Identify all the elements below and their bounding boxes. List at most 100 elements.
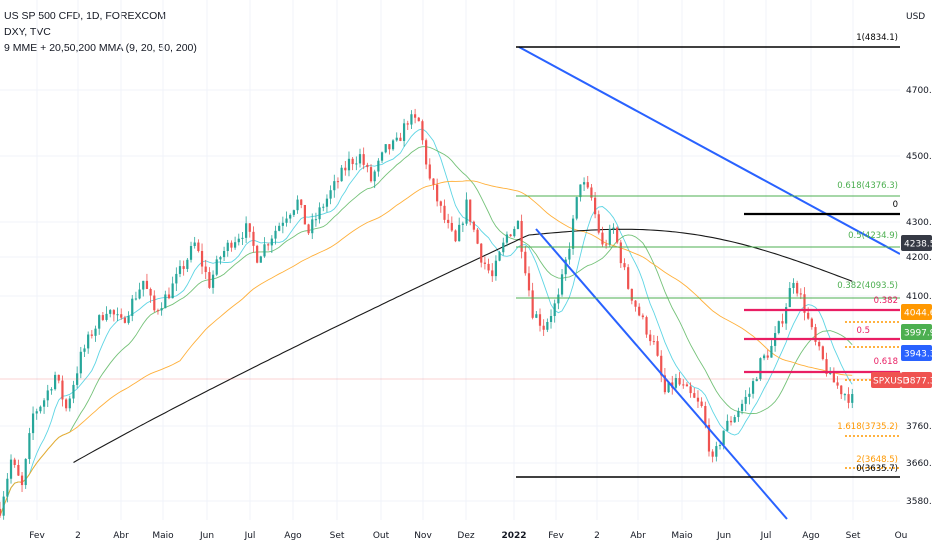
- candle-body: [267, 244, 270, 246]
- candle-body: [200, 251, 204, 267]
- candle-body: [682, 384, 685, 386]
- lower-trendline: [535, 228, 788, 520]
- x-tick-label: Ago: [284, 531, 302, 541]
- x-tick-label: Dez: [457, 531, 474, 541]
- candle-body: [465, 199, 468, 224]
- candle-body: [83, 348, 86, 352]
- candle-body: [818, 341, 821, 347]
- fib-level-label: 2(3648.5): [856, 455, 898, 465]
- candle-body: [72, 384, 75, 399]
- candle-body: [766, 355, 769, 358]
- candle-body: [98, 315, 101, 329]
- candle-body: [718, 445, 722, 447]
- candle-body: [571, 218, 575, 249]
- symbol-tag: [871, 372, 901, 388]
- candle-body: [744, 396, 747, 404]
- x-tick-label: Ago: [802, 531, 820, 541]
- candle-body: [527, 273, 531, 291]
- candle-body: [292, 210, 295, 215]
- candle-body: [248, 223, 251, 232]
- candle-body: [237, 238, 240, 243]
- candle-body: [259, 256, 262, 263]
- candle-body: [142, 280, 145, 290]
- candle-body: [116, 314, 119, 316]
- candle-body: [373, 171, 376, 182]
- candle-body: [123, 317, 126, 323]
- fib-level-label: 0.382(4093.5): [837, 281, 898, 291]
- candle-body: [645, 317, 648, 335]
- candle-body: [796, 282, 799, 294]
- price-tags: 4238.5 4044.6 3997.9 3943.3 3877.3SPXUSD: [871, 235, 932, 388]
- candle-body: [729, 420, 733, 423]
- candle-body: [803, 294, 806, 313]
- candle-body: [480, 243, 483, 263]
- candle-body: [715, 446, 718, 457]
- candle-body: [171, 283, 174, 299]
- candle-body: [634, 300, 637, 307]
- candle-body: [799, 293, 802, 295]
- candle-body: [627, 267, 630, 289]
- candle-body: [825, 359, 828, 375]
- fib-level-label: 1(4834.1): [856, 33, 898, 43]
- candle-body: [204, 266, 207, 273]
- x-tick-label: Abr: [630, 531, 646, 541]
- candle-body: [601, 232, 604, 245]
- candle-body: [513, 228, 516, 237]
- candle-body: [278, 225, 281, 231]
- candle-body: [256, 245, 259, 263]
- candle-body: [807, 312, 810, 319]
- candle-body: [402, 123, 406, 141]
- candle-body: [660, 355, 663, 376]
- candle-body: [90, 334, 93, 336]
- candle-body: [289, 214, 292, 219]
- candle-body: [384, 144, 387, 153]
- candle-body: [582, 182, 586, 185]
- fib-level-label: 0.618: [874, 357, 898, 367]
- y-tick-label: 3760.0: [906, 422, 932, 432]
- candle-body: [120, 314, 123, 318]
- candle-body: [222, 251, 226, 258]
- candle-body: [211, 274, 215, 288]
- candle-body: [641, 315, 644, 318]
- candle-body: [193, 242, 196, 247]
- candle-body: [24, 459, 27, 486]
- candle-body: [498, 252, 501, 261]
- candle-body: [197, 242, 200, 252]
- candle-body: [652, 341, 655, 343]
- ma-50-line: [0, 180, 853, 516]
- candle-body: [414, 114, 417, 118]
- candle-body: [68, 398, 71, 409]
- x-tick-label: Fev: [548, 531, 564, 541]
- candle-body: [13, 459, 16, 465]
- candle-body: [524, 251, 527, 274]
- price-tag-label: 4238.5: [904, 240, 932, 250]
- grid-lines: [0, 0, 902, 520]
- candle-body: [594, 197, 597, 215]
- candle-body: [538, 314, 542, 326]
- candle-body: [454, 230, 457, 242]
- x-tick-label: Jul: [244, 531, 256, 541]
- candle-body: [149, 288, 152, 296]
- price-tag: [901, 372, 932, 388]
- candle-body: [494, 260, 498, 277]
- candle-body: [377, 160, 380, 172]
- x-tick-label: Out: [373, 531, 390, 541]
- candle-body: [443, 205, 446, 220]
- candle-body: [347, 158, 351, 171]
- candle-body: [31, 413, 35, 434]
- candle-body: [208, 272, 211, 288]
- price-tag: [901, 304, 932, 320]
- candle-body: [303, 204, 306, 225]
- candle-body: [300, 199, 303, 205]
- candle-body: [417, 117, 420, 122]
- candle-body: [674, 378, 678, 388]
- candle-body: [153, 295, 156, 311]
- price-axis-bg: [900, 0, 932, 550]
- candle-body: [406, 123, 409, 125]
- candle-body: [553, 303, 556, 317]
- candle-body: [87, 334, 90, 349]
- candle-body: [740, 403, 744, 412]
- candle-body: [546, 321, 549, 330]
- candle-body: [362, 154, 365, 165]
